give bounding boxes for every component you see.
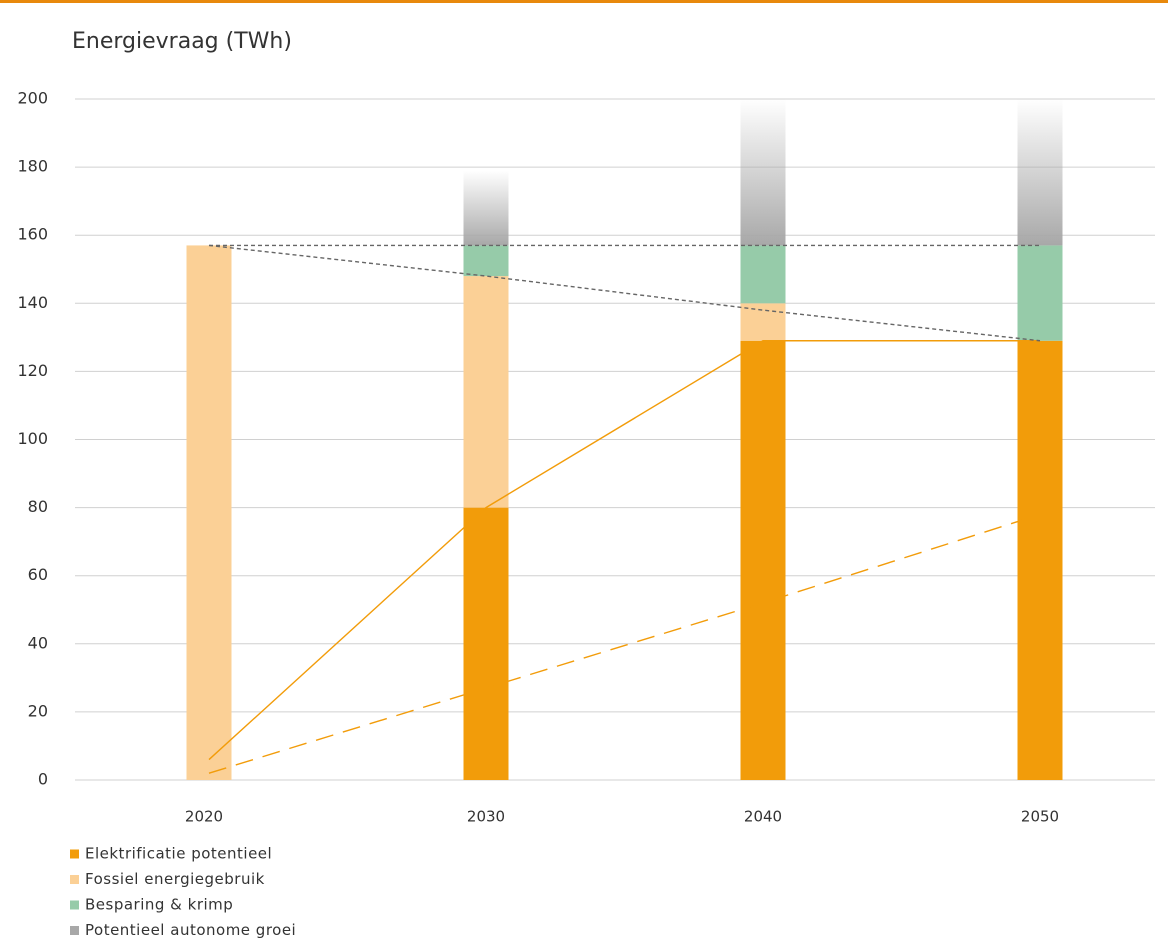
legend-label: Fossiel energiegebruik bbox=[85, 870, 265, 888]
bar-segment bbox=[740, 340, 786, 780]
y-tick-label: 140 bbox=[17, 293, 48, 312]
bar-segment bbox=[1017, 340, 1063, 780]
y-tick-label: 120 bbox=[17, 361, 48, 380]
legend-label: Besparing & krimp bbox=[85, 896, 233, 914]
x-tick-label: 2030 bbox=[467, 808, 505, 826]
x-tick-label: 2020 bbox=[185, 808, 223, 826]
bar-segment bbox=[1017, 99, 1063, 246]
bar-segment bbox=[463, 245, 509, 277]
top-rule bbox=[0, 0, 1168, 3]
y-tick-label: 40 bbox=[28, 633, 48, 652]
y-tick-label: 200 bbox=[17, 89, 48, 108]
bar-segment bbox=[463, 507, 509, 780]
legend-label: Elektrificatie potentieel bbox=[85, 845, 272, 863]
legend-swatch bbox=[70, 926, 79, 935]
y-tick-label: 180 bbox=[17, 157, 48, 176]
bar-segment bbox=[740, 245, 786, 304]
legend-label: Potentieel autonome groei bbox=[85, 921, 296, 938]
y-tick-label: 60 bbox=[28, 565, 48, 584]
line bbox=[208, 340, 1040, 761]
line bbox=[208, 513, 1041, 774]
bar-segment bbox=[740, 303, 786, 341]
bar-segment bbox=[740, 99, 786, 246]
y-tick-label: 20 bbox=[28, 701, 48, 720]
bar-segment bbox=[186, 245, 232, 781]
bar-segment bbox=[463, 170, 509, 246]
bar-segment bbox=[463, 276, 509, 508]
x-tick-label: 2040 bbox=[744, 808, 782, 826]
y-tick-label: 160 bbox=[17, 225, 48, 244]
chart-title: Energievraag (TWh) bbox=[72, 29, 292, 54]
legend-swatch bbox=[70, 875, 79, 884]
line bbox=[208, 244, 1041, 342]
legend-swatch bbox=[70, 849, 79, 859]
y-tick-label: 0 bbox=[38, 770, 48, 789]
y-tick-label: 100 bbox=[17, 429, 48, 448]
bar-segment bbox=[1017, 245, 1063, 341]
legend-swatch bbox=[70, 900, 79, 910]
x-tick-label: 2050 bbox=[1021, 808, 1059, 826]
y-tick-label: 80 bbox=[28, 497, 48, 516]
